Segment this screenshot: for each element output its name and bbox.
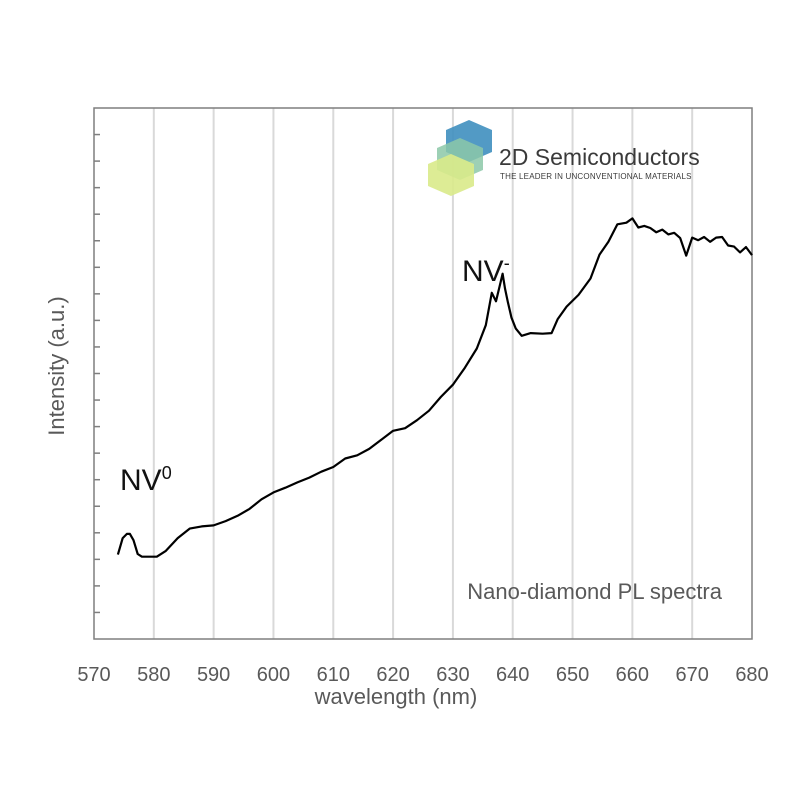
company-logo: 2D Semiconductors THE LEADER IN UNCONVEN… [428,120,700,196]
x-tick-label-630: 630 [436,664,469,686]
x-axis-label: wavelength (nm) [314,684,478,709]
annotation-nv0: NV0 [120,463,172,497]
x-tick-label-650: 650 [556,664,589,686]
logo-hex-yellow [428,154,474,196]
vertical-gridlines [152,108,694,639]
x-axis-tick-labels: 570 580 590 600 610 620 630 640 650 660 670 680 [77,664,768,686]
annotation-nv-minus: NV- [462,253,510,288]
x-tick-label-590: 590 [197,664,230,686]
x-tick-label-600: 600 [257,664,290,686]
x-tick-label-610: 610 [317,664,350,686]
x-tick-label-660: 660 [616,664,649,686]
series-line-0 [116,217,753,558]
x-tick-label-620: 620 [376,664,409,686]
y-axis-ticks [94,133,100,614]
x-tick-label-680: 680 [735,664,768,686]
x-tick-label-580: 580 [137,664,170,686]
x-tick-label-570: 570 [77,664,110,686]
x-tick-label-640: 640 [496,664,529,686]
x-tick-label-670: 670 [675,664,708,686]
spectrum-series [116,217,753,558]
spectra-caption: Nano-diamond PL spectra [467,579,723,604]
logo-name: 2D Semiconductors [499,144,700,170]
plot-frame [93,107,753,640]
logo-tagline: THE LEADER IN UNCONVENTIONAL MATERIALS [500,172,692,181]
y-axis-label: Intensity (a.u.) [44,296,69,435]
